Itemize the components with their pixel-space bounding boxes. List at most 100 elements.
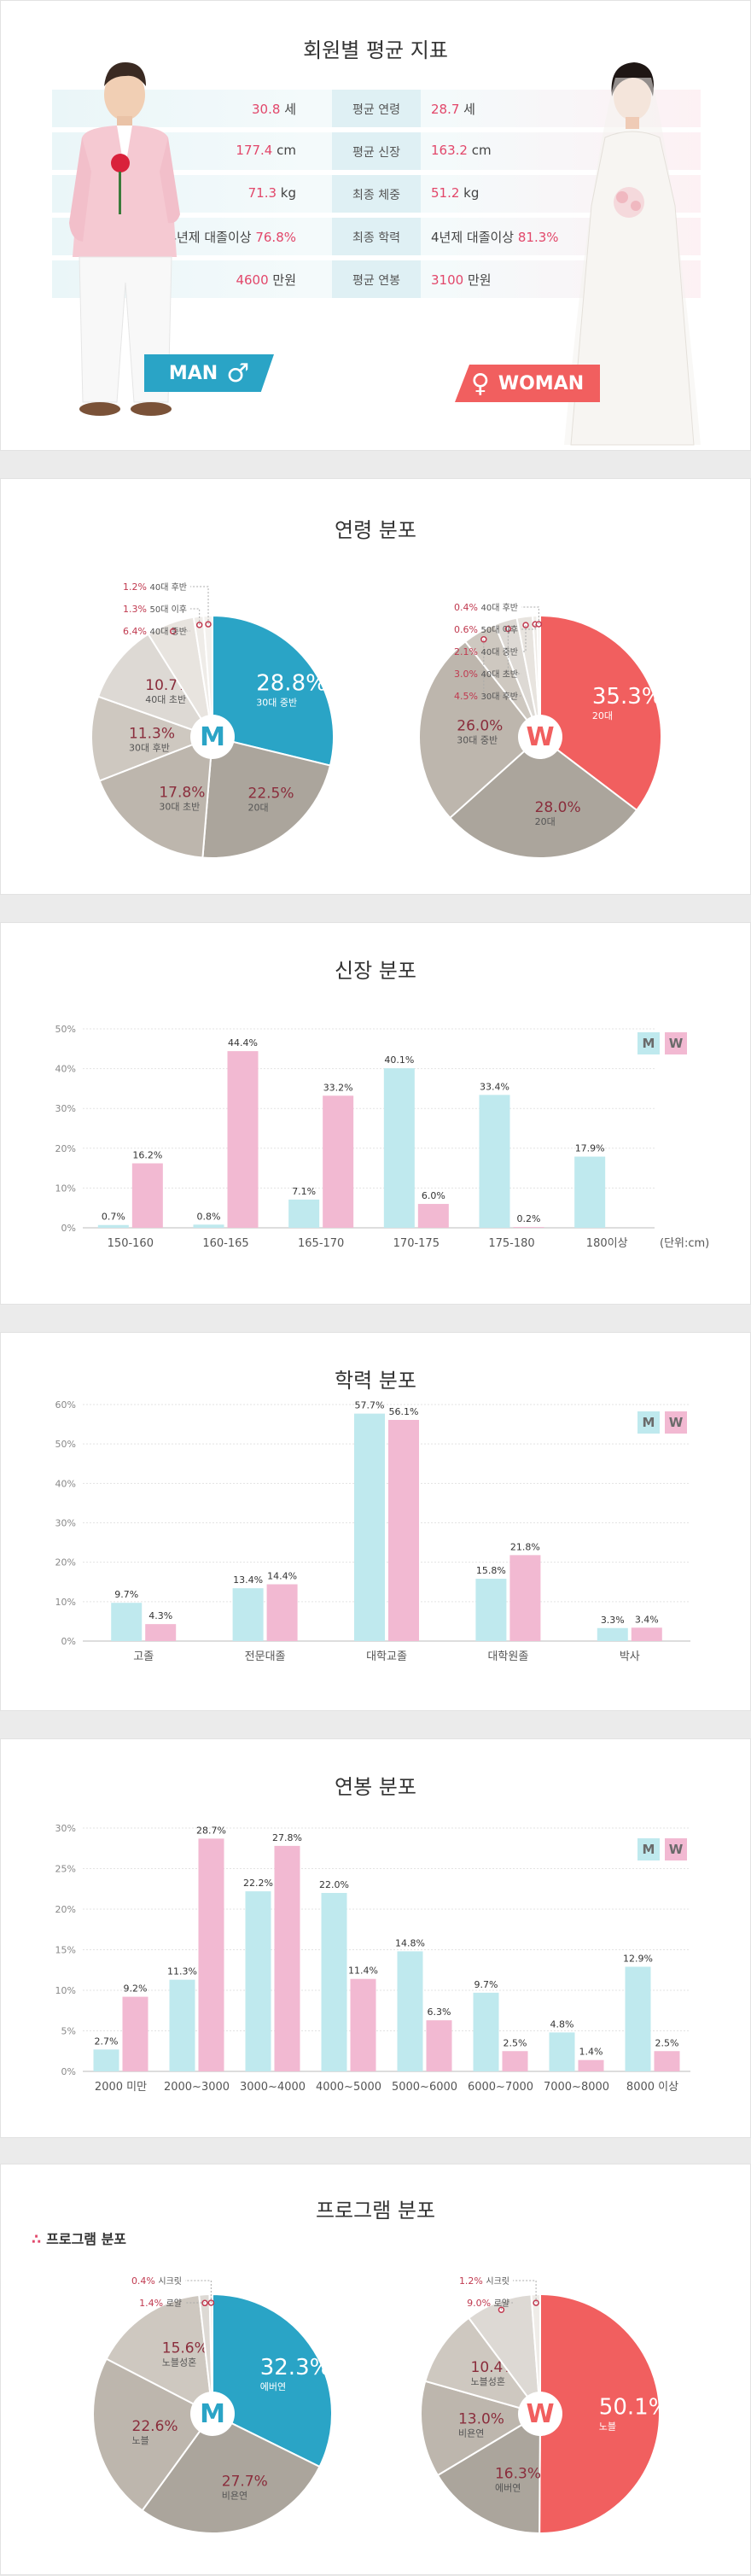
education-panel: 학력 분포 M W 0%10%20%30%40%50%60%9.7%4.3%고졸… bbox=[0, 1332, 751, 1711]
woman-badge-label: WOMAN bbox=[498, 373, 584, 394]
bar-value-label: 14.4% bbox=[267, 1571, 297, 1582]
unit-note: (단위:cm) bbox=[660, 1237, 709, 1250]
y-tick-label: 0% bbox=[61, 1636, 76, 1647]
female-symbol-icon: ♀ bbox=[471, 369, 490, 399]
bar bbox=[267, 1585, 298, 1641]
bar-value-label: 28.7% bbox=[196, 1825, 226, 1836]
pie-small-label: 1.2% 시크릿 bbox=[459, 2275, 509, 2287]
bar bbox=[354, 1414, 385, 1641]
x-category-label: 8000 이상 bbox=[626, 2081, 678, 2094]
salary-bar-chart: 0%5%10%15%20%25%30%2.7%9.2%2000 미만11.3%2… bbox=[1, 1739, 751, 2139]
y-tick-label: 30% bbox=[55, 1823, 76, 1834]
x-category-label: 3000~4000 bbox=[240, 2081, 306, 2094]
x-category-label: 150-160 bbox=[108, 1237, 154, 1250]
bar-value-label: 2.5% bbox=[504, 2037, 527, 2048]
x-category-label: 175-180 bbox=[488, 1237, 534, 1250]
bar bbox=[98, 1225, 129, 1228]
bar bbox=[388, 1420, 419, 1641]
x-category-label: 2000~3000 bbox=[164, 2081, 230, 2094]
bar bbox=[597, 1628, 628, 1641]
bar bbox=[503, 2051, 528, 2071]
bar-value-label: 44.4% bbox=[228, 1037, 258, 1049]
height-panel: 신장 분포 M W 0%10%20%30%40%50%0.7%16.2%150-… bbox=[0, 922, 751, 1305]
x-category-label: 170-175 bbox=[393, 1237, 440, 1250]
bar bbox=[384, 1068, 415, 1228]
pie-value-label: 13.0% bbox=[458, 2410, 504, 2427]
pie-category-label: 20대 bbox=[535, 816, 556, 827]
bar bbox=[418, 1204, 449, 1228]
pie-value-label: 26.0% bbox=[457, 717, 503, 734]
pie-small-label: 2.1% 40대 중반 bbox=[454, 646, 518, 657]
pie-category-label: 노블 bbox=[599, 2421, 616, 2432]
bar bbox=[475, 1579, 506, 1641]
bar bbox=[427, 2020, 452, 2071]
x-category-label: 박사 bbox=[620, 1650, 640, 1663]
pie-value-label: 16.3% bbox=[495, 2465, 541, 2482]
x-category-label: 2000 미만 bbox=[95, 2081, 147, 2094]
x-category-label: 160-165 bbox=[202, 1237, 248, 1250]
pie-value-label: 35.3% bbox=[592, 684, 663, 710]
bar bbox=[194, 1224, 224, 1228]
x-category-label: 7000~8000 bbox=[544, 2081, 609, 2094]
bar bbox=[228, 1051, 259, 1228]
male-symbol-icon: ♂ bbox=[226, 359, 249, 388]
bar-value-label: 9.7% bbox=[474, 1979, 498, 1990]
bar bbox=[574, 1157, 605, 1228]
y-tick-label: 10% bbox=[55, 1985, 76, 1996]
pie-value-label: 50.1% bbox=[599, 2394, 670, 2420]
y-tick-label: 20% bbox=[55, 1904, 76, 1915]
y-tick-label: 10% bbox=[55, 1597, 76, 1608]
y-tick-label: 50% bbox=[55, 1439, 76, 1450]
y-tick-label: 30% bbox=[55, 1518, 76, 1529]
pie-small-label: 4.5% 30대 후반 bbox=[454, 691, 518, 702]
bar-value-label: 15.8% bbox=[476, 1565, 506, 1576]
bar bbox=[474, 1993, 499, 2071]
x-category-label: 대학원졸 bbox=[487, 1650, 528, 1663]
bar bbox=[322, 1893, 347, 2071]
x-category-label: 5000~6000 bbox=[392, 2081, 457, 2094]
bar bbox=[550, 2032, 575, 2071]
pie-center-letter: W bbox=[526, 722, 554, 752]
bar-value-label: 1.4% bbox=[579, 2047, 603, 2058]
man-badge-label: MAN bbox=[169, 363, 218, 384]
bar-value-label: 11.4% bbox=[348, 1966, 378, 1977]
y-tick-label: 20% bbox=[55, 1143, 76, 1154]
y-tick-label: 10% bbox=[55, 1183, 76, 1194]
bar-value-label: 9.2% bbox=[124, 1983, 148, 1995]
pie-category-label: 20대 bbox=[592, 710, 613, 721]
pie-small-label: 9.0% 로얄 bbox=[467, 2298, 509, 2309]
y-tick-label: 40% bbox=[55, 1478, 76, 1489]
average-panel: 회원별 평균 지표 평균 연령 평균 신장 최종 체중 최종 학력 평균 연봉 … bbox=[0, 0, 751, 451]
bar-value-label: 17.9% bbox=[575, 1143, 605, 1154]
pie-small-label: 3.0% 40대 초반 bbox=[454, 669, 518, 680]
bar-value-label: 21.8% bbox=[510, 1541, 540, 1552]
bar-value-label: 12.9% bbox=[623, 1953, 653, 1964]
x-category-label: 4000~5000 bbox=[316, 2081, 381, 2094]
bar bbox=[351, 1979, 376, 2071]
bar bbox=[94, 2049, 119, 2071]
bar bbox=[398, 1951, 423, 2071]
pie-category-label: 에버연 bbox=[495, 2482, 521, 2493]
bar bbox=[288, 1200, 319, 1228]
x-category-label: 6000~7000 bbox=[468, 2081, 533, 2094]
pie-category-label: 비욘연 bbox=[458, 2427, 484, 2439]
height-bar-chart: 0%10%20%30%40%50%0.7%16.2%150-1600.8%44.… bbox=[1, 923, 751, 1306]
bar-value-label: 14.8% bbox=[395, 1937, 425, 1948]
y-tick-label: 30% bbox=[55, 1103, 76, 1114]
bar-value-label: 3.4% bbox=[635, 1614, 659, 1625]
man-badge: MAN ♂ bbox=[144, 354, 274, 392]
bar bbox=[111, 1603, 142, 1641]
pie-category-label: 노블성혼 bbox=[471, 2376, 505, 2387]
bar-value-label: 2.5% bbox=[655, 2037, 679, 2048]
bar-value-label: 6.3% bbox=[428, 2006, 451, 2018]
pie-category-label: 30대 중반 bbox=[457, 734, 498, 745]
bar bbox=[145, 1624, 176, 1641]
y-tick-label: 0% bbox=[61, 1223, 76, 1234]
bar bbox=[199, 1838, 224, 2071]
bar bbox=[275, 1846, 300, 2071]
bar-value-label: 0.7% bbox=[102, 1212, 125, 1223]
